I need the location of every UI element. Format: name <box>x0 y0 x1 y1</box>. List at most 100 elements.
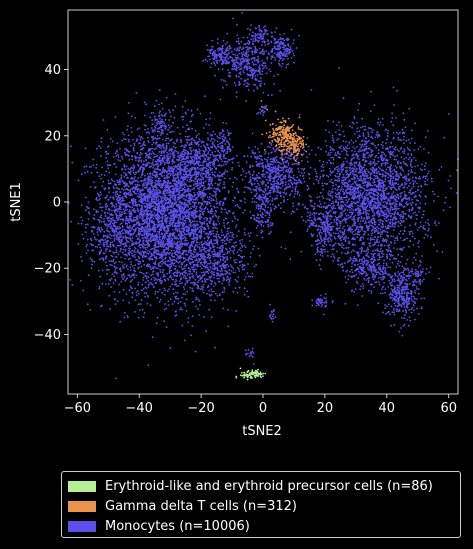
scatter-point <box>237 218 239 221</box>
scatter-point <box>213 259 216 262</box>
scatter-point <box>139 260 141 263</box>
scatter-point <box>243 293 246 296</box>
scatter-point <box>175 184 178 187</box>
scatter-point <box>90 166 92 168</box>
scatter-point <box>108 219 111 222</box>
scatter-point <box>188 279 191 281</box>
scatter-point <box>175 150 178 153</box>
scatter-point <box>202 286 205 289</box>
scatter-point <box>220 234 223 237</box>
scatter-point <box>127 167 130 170</box>
scatter-point <box>117 208 119 211</box>
scatter-point <box>95 147 98 150</box>
scatter-point <box>211 184 214 187</box>
scatter-point <box>133 178 136 181</box>
scatter-point <box>188 200 191 203</box>
scatter-point <box>155 223 157 226</box>
scatter-point <box>211 210 214 213</box>
scatter-point <box>221 249 224 252</box>
scatter-point <box>143 264 146 266</box>
scatter-point <box>95 163 98 166</box>
scatter-point <box>199 112 202 115</box>
scatter-point <box>207 163 210 166</box>
scatter-point <box>156 134 159 137</box>
scatter-point <box>221 173 224 176</box>
scatter-point <box>158 288 161 291</box>
scatter-point <box>115 166 118 169</box>
scatter-point <box>200 228 203 231</box>
scatter-point <box>146 246 149 249</box>
scatter-point <box>188 196 191 199</box>
scatter-point <box>128 221 131 224</box>
scatter-point <box>178 228 181 230</box>
scatter-point <box>122 288 125 291</box>
scatter-point <box>172 288 175 291</box>
scatter-point <box>134 299 137 302</box>
scatter-point <box>181 243 184 246</box>
scatter-point <box>77 179 80 182</box>
scatter-point <box>213 248 216 251</box>
scatter-point <box>160 171 163 174</box>
scatter-point <box>232 236 235 239</box>
scatter-point <box>159 223 161 226</box>
scatter-point <box>116 179 118 182</box>
scatter-point <box>210 207 213 210</box>
scatter-point <box>217 215 220 218</box>
scatter-point <box>114 237 116 240</box>
scatter-point <box>121 218 124 221</box>
scatter-point <box>223 171 226 174</box>
scatter-point <box>195 258 198 260</box>
scatter-point <box>175 250 178 253</box>
scatter-point <box>158 177 161 180</box>
scatter-point <box>191 315 194 318</box>
scatter-point <box>159 172 162 175</box>
scatter-point <box>209 266 211 268</box>
scatter-point <box>183 182 186 184</box>
scatter-point <box>122 189 125 191</box>
scatter-point <box>214 346 217 349</box>
scatter-point <box>124 207 127 209</box>
scatter-point <box>190 138 193 140</box>
scatter-point <box>147 136 149 139</box>
scatter-point <box>149 213 152 216</box>
scatter-point <box>218 293 221 296</box>
scatter-point <box>121 157 124 160</box>
scatter-point <box>228 210 231 213</box>
scatter-point <box>154 179 157 182</box>
scatter-point <box>216 294 219 297</box>
scatter-point <box>149 193 152 196</box>
scatter-point <box>198 260 200 263</box>
scatter-point <box>143 291 146 294</box>
scatter-point <box>126 177 128 179</box>
scatter-point <box>147 294 149 297</box>
scatter-point <box>187 317 190 319</box>
scatter-point <box>115 205 118 208</box>
scatter-point <box>163 157 166 159</box>
scatter-point <box>152 137 155 140</box>
scatter-point <box>140 210 143 213</box>
scatter-point <box>179 245 181 248</box>
scatter-point <box>162 184 165 186</box>
scatter-point <box>163 196 166 199</box>
scatter-point <box>140 272 143 274</box>
scatter-point <box>186 203 189 206</box>
scatter-point <box>153 279 156 282</box>
scatter-point <box>139 240 142 242</box>
scatter-point <box>218 202 221 205</box>
scatter-point <box>244 201 247 204</box>
scatter-point <box>77 222 80 225</box>
scatter-point <box>193 223 195 226</box>
scatter-point <box>167 165 170 168</box>
scatter-point <box>154 260 157 263</box>
scatter-point <box>226 148 229 151</box>
scatter-point <box>243 255 246 258</box>
scatter-point <box>174 222 177 225</box>
scatter-point <box>103 218 105 220</box>
scatter-point <box>207 139 210 141</box>
scatter-point <box>141 223 143 226</box>
scatter-point <box>137 160 140 163</box>
scatter-point <box>196 220 199 223</box>
scatter-point <box>191 245 194 248</box>
scatter-point <box>173 215 176 218</box>
scatter-point <box>247 263 249 265</box>
